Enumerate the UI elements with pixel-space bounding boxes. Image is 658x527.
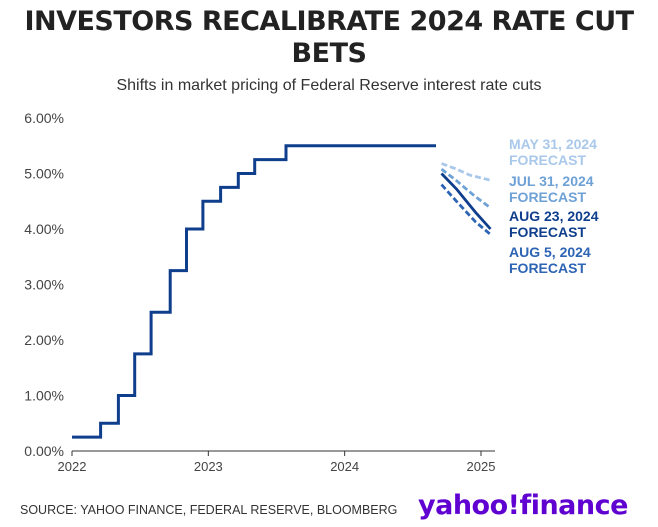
chart-title: INVESTORS RECALIBRATE 2024 RATE CUT BETS [24,6,634,69]
y-tick-label: 2.00% [24,332,64,348]
fed-funds-rate-line [72,144,436,439]
legend-label: FORECAST [509,260,586,276]
y-tick-label: 0.00% [24,443,64,459]
legend-label: AUG 5, 2024 [509,244,591,260]
y-tick-label: 5.00% [24,166,64,182]
chart-axes: 0.00% 1.00% 2.00% 3.00% 4.00% 5.00% 6.00% 2022 2… [24,110,495,474]
chart-subtitle: Shifts in market pricing of Federal Rese… [116,77,542,94]
x-tick-label: 2025 [467,459,496,474]
x-tick-label: 2022 [58,459,87,474]
legend-label: AUG 23, 2024 [509,208,599,224]
legend-label: FORECAST [509,152,586,168]
legend-label: FORECAST [509,224,586,240]
forecast-line-1 [441,162,491,182]
legend-label: JUL 31, 2024 [509,173,594,189]
y-tick-label: 6.00% [24,110,64,126]
yahoo-finance-logo: yahoo!finance [418,490,628,521]
legend-label: FORECAST [509,189,586,205]
x-tick-label: 2024 [330,459,359,474]
forecast-line-4 [440,183,492,236]
forecast-line-3 [440,172,492,230]
y-tick-label: 1.00% [24,388,64,404]
y-tick-label: 3.00% [24,277,64,293]
y-tick-label: 4.00% [24,221,64,237]
x-tick-label: 2023 [194,459,223,474]
chart-series [72,144,492,439]
source-note: SOURCE: YAHOO FINANCE, FEDERAL RESERVE, … [20,503,398,517]
forecast-line-2 [440,167,492,210]
legend-label: MAY 31, 2024 [509,136,597,152]
